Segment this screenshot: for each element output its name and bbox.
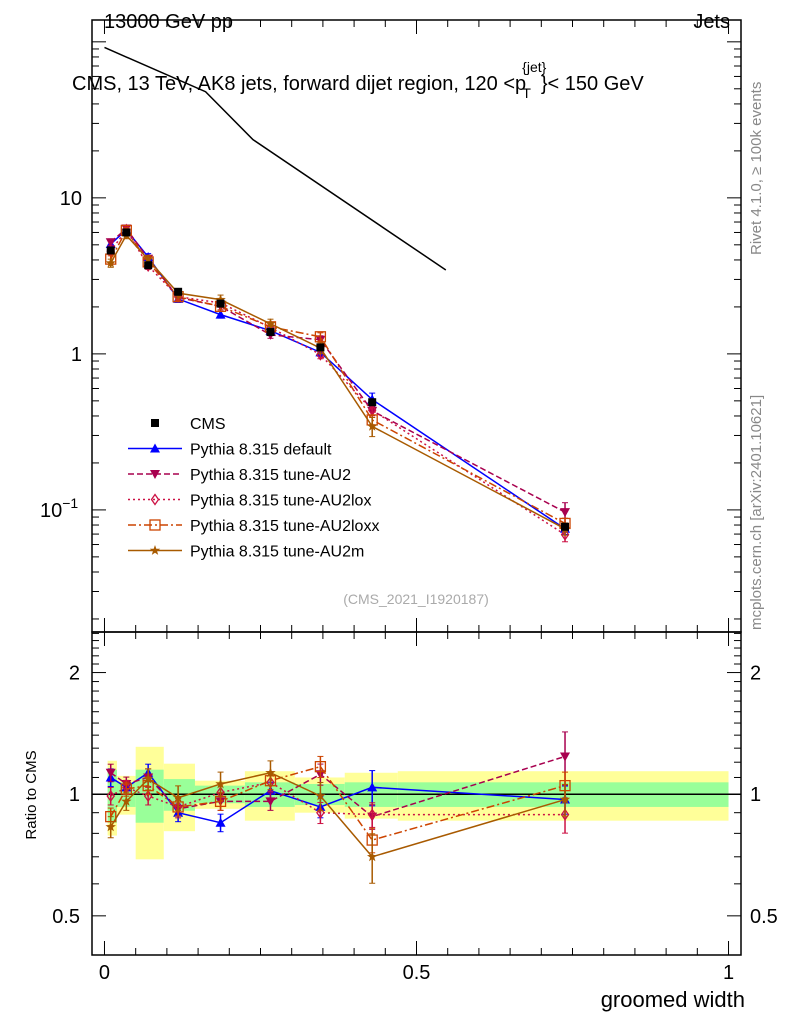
legend-entry: Pythia 8.315 tune-AU2 <box>128 467 351 484</box>
uncertainty-band-inner <box>107 769 117 823</box>
legend-label: Pythia 8.315 tune-AU2m <box>190 544 364 561</box>
marker-diamond <box>106 789 116 803</box>
marker-square <box>316 343 325 352</box>
marker-diamond <box>560 808 570 821</box>
legend-entry: CMS <box>151 416 226 433</box>
series-line <box>110 233 566 530</box>
series-line <box>110 228 566 536</box>
marker-triangle-up <box>215 309 226 319</box>
marker-star <box>215 778 226 789</box>
marker-triangle-up <box>150 443 160 453</box>
legend-label: Pythia 8.315 tune-AU2loxx <box>190 518 379 535</box>
marker-star <box>215 294 226 305</box>
x-tick-label: 0 <box>99 962 110 984</box>
ratio-y-tick-label-right: 0.5 <box>750 906 778 928</box>
marker-triangle-up <box>215 817 226 827</box>
main-frame <box>91 19 742 633</box>
legend: CMS Pythia 8.315 default Pythia 8.315 tune… <box>128 416 379 561</box>
marker-star <box>265 318 276 329</box>
ratio-y-tick-label-right: 2 <box>750 663 761 685</box>
x-axis-label: groomed width <box>601 987 745 1012</box>
marker-triangle-down <box>150 470 160 479</box>
title-main: CMS, 13 TeV, AK8 jets, forward dijet reg… <box>72 73 526 95</box>
ratio-y-axis-label: Ratio to CMS <box>23 750 40 839</box>
x-tick-label: 1 <box>723 962 734 984</box>
marker-square <box>122 228 131 237</box>
title-sup: {jet} <box>522 59 546 75</box>
marker-star <box>367 420 378 431</box>
series-pythia-8-315-tune-au2loxx <box>105 224 571 854</box>
watermark: (CMS_2021_I1920187) <box>343 591 489 607</box>
marker-triangle-down <box>265 797 276 807</box>
marker-star <box>142 773 154 784</box>
ratio-y-tick-label: 2 <box>69 663 80 685</box>
marker-star <box>105 821 116 832</box>
marker-square <box>266 328 275 337</box>
marker-triangle-down <box>105 238 116 248</box>
legend-entry: Pythia 8.315 tune-AU2m <box>128 544 364 561</box>
marker-triangle-up <box>367 782 378 792</box>
title-sub: T <box>522 85 531 101</box>
marker-square <box>151 419 159 427</box>
reference-line <box>104 46 447 271</box>
marker-star <box>142 253 154 264</box>
header-right: Jets <box>693 11 730 33</box>
marker-triangle-down <box>560 752 571 762</box>
marker-square <box>106 246 115 255</box>
marker-diamond <box>150 493 160 506</box>
marker-star <box>172 792 184 803</box>
marker-star <box>559 794 571 804</box>
marker-star <box>149 545 161 555</box>
title-end: }< 150 GeV <box>541 73 645 95</box>
legend-label: CMS <box>190 416 226 433</box>
legend-label: Pythia 8.315 tune-AU2 <box>190 467 351 484</box>
ratio-y-tick-label: 1 <box>69 784 80 806</box>
marker-triangle-down <box>105 768 116 778</box>
marker-square-open <box>314 331 327 343</box>
side-text-top: Rivet 4.1.0, ≥ 100k events <box>748 82 765 255</box>
marker-square <box>368 398 377 407</box>
marker-square <box>216 299 225 308</box>
plot-title: CMS, 13 TeV, AK8 jets, forward dijet reg… <box>72 59 644 101</box>
series-line <box>110 227 566 513</box>
y-tick-label: 10−1 <box>40 495 78 522</box>
legend-entry: Pythia 8.315 default <box>128 442 332 459</box>
y-tick-label: 10 <box>60 188 82 210</box>
marker-square <box>174 287 183 296</box>
series-cms-data <box>106 228 570 531</box>
side-text-bottom: mcplots.cern.ch [arXiv:2401.10621] <box>748 395 765 630</box>
marker-diamond <box>367 808 377 821</box>
y-tick-label: 1 <box>71 344 82 366</box>
marker-star <box>265 767 276 778</box>
header-left: 13000 GeV pp <box>104 11 233 33</box>
axes: 0 0.5 1 10 1 10−1 2 2 1 1 0.5 0.5 <box>40 19 778 984</box>
series-line <box>110 781 566 816</box>
ratio-y-tick-label: 0.5 <box>52 906 80 928</box>
marker-triangle-down <box>560 508 571 518</box>
legend-label: Pythia 8.315 default <box>190 442 332 459</box>
marker-star <box>315 790 326 801</box>
x-tick-label: 0.5 <box>403 962 431 984</box>
ratio-y-tick-label-right: 1 <box>750 784 761 806</box>
marker-square-open <box>314 760 327 773</box>
marker-star <box>367 851 378 862</box>
marker-square <box>144 261 153 270</box>
marker-square-open <box>149 519 161 531</box>
marker-square <box>561 522 570 531</box>
legend-entry: Pythia 8.315 tune-AU2loxx <box>128 518 379 535</box>
marker-star <box>105 257 116 268</box>
chart-marks <box>104 46 571 884</box>
marker-star <box>121 795 132 806</box>
legend-label: Pythia 8.315 tune-AU2lox <box>190 493 371 510</box>
legend-entry: Pythia 8.315 tune-AU2lox <box>128 493 371 510</box>
marker-diamond <box>560 528 570 541</box>
y-tick-exponent: −1 <box>62 495 78 511</box>
